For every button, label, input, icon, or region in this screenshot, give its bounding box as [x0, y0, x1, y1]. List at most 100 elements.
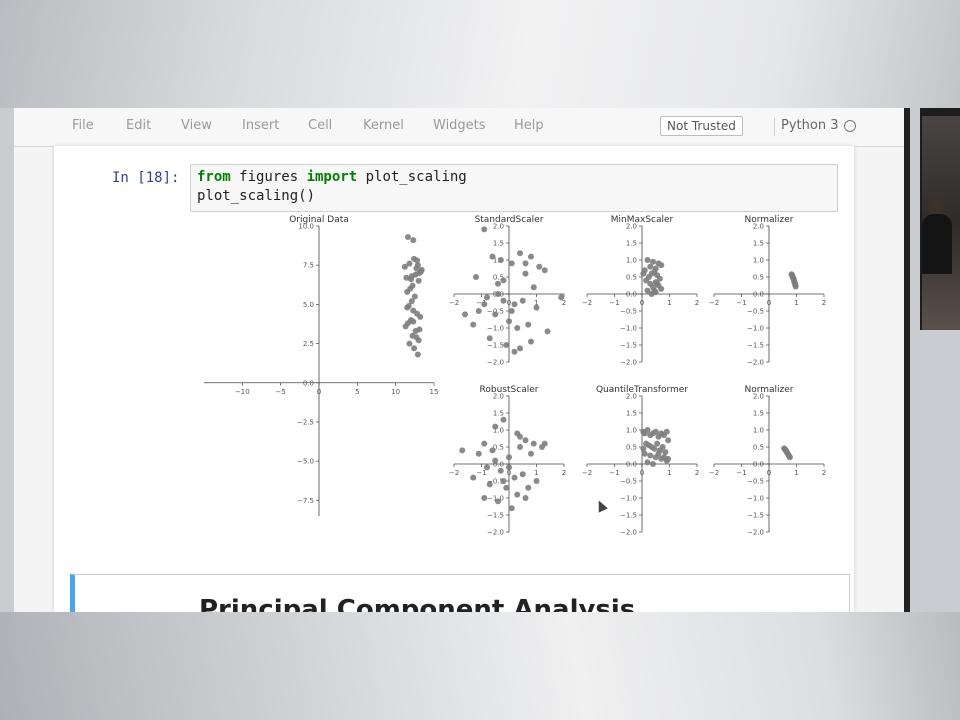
data-point: [533, 304, 540, 311]
data-point: [658, 262, 665, 269]
subplot-title: MinMaxScaler: [611, 215, 674, 225]
data-point: [411, 293, 418, 300]
y-tick-label: −0.5: [747, 478, 764, 486]
x-tick-label: 0: [507, 469, 511, 477]
data-point: [541, 267, 548, 274]
y-tick-label: 1.5: [493, 240, 504, 248]
y-tick-label: 1.5: [753, 240, 764, 248]
data-point: [558, 294, 565, 301]
y-tick-label: 0.5: [493, 444, 504, 452]
code-cell-editor[interactable]: from figures import plot_scaling plot_sc…: [190, 164, 838, 212]
y-tick-label: 7.5: [303, 262, 314, 270]
data-point: [541, 440, 548, 447]
y-tick-label: −1.0: [747, 495, 764, 503]
menu-bar: File Edit View Insert Cell Kernel Widget…: [14, 108, 910, 147]
data-point: [641, 450, 648, 457]
imported-name: plot_scaling: [357, 169, 467, 185]
menu-help[interactable]: Help: [514, 118, 544, 133]
subplot-title: RobustScaler: [480, 385, 539, 395]
y-tick-label: −0.5: [747, 308, 764, 316]
y-tick-label: −1.0: [487, 495, 504, 503]
x-tick-label: 0: [640, 469, 644, 477]
menu-insert[interactable]: Insert: [242, 118, 280, 133]
y-tick-label: −1.0: [487, 325, 504, 333]
data-point: [511, 474, 518, 481]
x-tick-label: 0: [767, 469, 771, 477]
x-tick-label: 0: [640, 299, 644, 307]
data-point: [486, 335, 493, 342]
y-tick-label: −1.5: [620, 342, 637, 350]
y-tick-label: 1.0: [753, 427, 764, 435]
menu-file[interactable]: File: [72, 118, 94, 133]
data-point: [528, 338, 534, 345]
presenter-body: [922, 214, 952, 274]
y-tick-label: −2.0: [747, 529, 764, 537]
data-point: [536, 263, 543, 270]
data-point: [470, 321, 477, 328]
y-tick-label: 2.0: [753, 393, 764, 401]
data-point: [544, 328, 551, 335]
data-point: [647, 452, 654, 459]
subplot-title: Original Data: [289, 215, 349, 225]
x-tick-label: 2: [695, 469, 699, 477]
data-point: [525, 321, 532, 328]
data-point: [404, 304, 411, 311]
data-point: [508, 260, 515, 267]
x-tick-label: 2: [562, 469, 566, 477]
y-tick-label: 0.0: [303, 379, 314, 387]
y-tick-label: 0.0: [626, 291, 637, 299]
y-tick-label: 2.0: [493, 393, 504, 401]
data-point: [403, 274, 410, 281]
y-tick-label: −1.5: [487, 342, 504, 350]
data-point: [497, 467, 504, 474]
data-point: [655, 450, 662, 457]
data-point: [406, 260, 413, 267]
y-tick-label: 0.5: [753, 444, 764, 452]
data-point: [503, 484, 510, 491]
data-point: [519, 471, 526, 478]
jupyter-window: File Edit View Insert Cell Kernel Widget…: [14, 108, 910, 612]
webcam-video: [922, 116, 960, 330]
x-tick-label: 1: [534, 299, 538, 307]
menu-view[interactable]: View: [181, 118, 212, 133]
y-tick-label: −1.0: [747, 325, 764, 333]
kernel-idle-icon: [844, 120, 856, 132]
data-point: [489, 447, 496, 454]
menu-cell[interactable]: Cell: [308, 118, 333, 133]
subplot-title: Normalizer: [744, 385, 793, 395]
x-tick-label: −10: [235, 388, 250, 396]
menu-edit[interactable]: Edit: [126, 118, 152, 133]
x-tick-label: −2: [449, 469, 459, 477]
data-point: [462, 311, 468, 318]
subplot-title: QuantileTransformer: [596, 385, 688, 395]
data-point: [414, 310, 421, 317]
data-point: [413, 334, 420, 341]
markdown-cell[interactable]: Principal Component Analysis: [70, 574, 850, 612]
y-tick-label: −2.0: [747, 359, 764, 367]
data-point: [406, 340, 413, 347]
data-point: [652, 428, 659, 435]
x-tick-label: −2: [582, 299, 592, 307]
menu-kernel[interactable]: Kernel: [363, 118, 404, 133]
code-line-2: plot_scaling(): [197, 188, 316, 204]
data-point: [508, 308, 515, 314]
data-point: [413, 265, 420, 272]
menu-widgets[interactable]: Widgets: [433, 118, 486, 133]
x-tick-label: −1: [476, 469, 486, 477]
x-tick-label: 1: [794, 299, 798, 307]
trust-status-button[interactable]: Not Trusted: [660, 116, 743, 136]
y-tick-label: 0.0: [493, 461, 504, 469]
background-top: [0, 0, 960, 108]
data-point: [658, 285, 665, 292]
y-tick-label: −1.5: [747, 342, 764, 350]
code-line-1: from figures import plot_scaling: [197, 169, 467, 185]
data-point: [411, 345, 418, 352]
x-tick-label: −1: [476, 299, 486, 307]
keyword-from: from: [197, 169, 231, 185]
y-tick-label: −0.5: [620, 478, 637, 486]
data-point: [500, 277, 507, 284]
x-tick-label: −1: [736, 469, 746, 477]
y-tick-label: 0.5: [493, 274, 504, 282]
y-tick-label: −0.5: [487, 478, 504, 486]
x-tick-label: −2: [709, 299, 719, 307]
